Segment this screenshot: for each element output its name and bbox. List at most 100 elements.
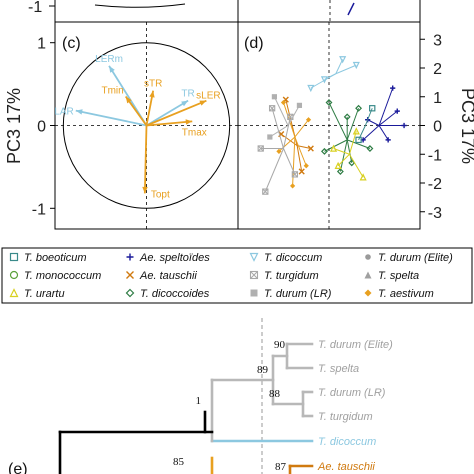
marker-diamond bbox=[125, 288, 135, 298]
spider-line bbox=[283, 116, 291, 149]
vector-label-sler: sLER bbox=[196, 91, 220, 102]
tree-tip-label: T. turgidum bbox=[318, 411, 373, 423]
vector-label-tmin: Tmin bbox=[101, 86, 123, 97]
legend-item: T. turgidum bbox=[249, 270, 319, 282]
vector-arrowhead bbox=[199, 100, 207, 106]
marker-cross bbox=[298, 168, 305, 175]
marker-tri-up-filled bbox=[364, 271, 372, 279]
vector-label-tmax: Tmax bbox=[182, 127, 207, 138]
spider-line bbox=[335, 64, 357, 75]
marker-diamond-filled bbox=[290, 183, 296, 189]
legend-label: T. turgidum bbox=[264, 270, 319, 282]
spider-line bbox=[346, 108, 360, 141]
spider-line bbox=[287, 105, 300, 126]
top-left-tick-label: -1 bbox=[28, 0, 42, 16]
marker-diamond bbox=[321, 147, 328, 155]
spider-line bbox=[294, 119, 309, 138]
legend-label: T. urartu bbox=[24, 288, 65, 300]
marker-square-filled bbox=[250, 289, 258, 297]
panel-c-unit-circle bbox=[62, 42, 231, 209]
marker-square-filled bbox=[271, 94, 277, 100]
panel-d-ytick-label: 1 bbox=[433, 90, 442, 107]
tree-tip-label: T. dicoccum bbox=[318, 436, 376, 448]
spider-line bbox=[271, 108, 284, 149]
marker-circle bbox=[9, 270, 19, 280]
marker-tri-down bbox=[307, 84, 315, 93]
spider-line bbox=[378, 125, 389, 141]
vector-tr bbox=[146, 99, 189, 127]
legend-label: T. dicoccum bbox=[264, 252, 322, 264]
legend-label: T. dicoccoides bbox=[140, 288, 210, 300]
series-boeoticum bbox=[355, 105, 376, 144]
vector-arrowhead bbox=[142, 186, 148, 194]
marker-boxed-x-cross bbox=[262, 188, 269, 195]
legend-item: T. durum (LR) bbox=[250, 288, 332, 300]
vector-label-tr: TR bbox=[181, 89, 194, 100]
marker-tri-up bbox=[9, 288, 19, 298]
spider-line bbox=[349, 153, 364, 178]
panel-d-points bbox=[257, 56, 407, 195]
legend-label: T. spelta bbox=[378, 270, 419, 282]
spider-line bbox=[264, 148, 284, 192]
bootstrap-value: 88 bbox=[269, 388, 281, 400]
spider-line bbox=[378, 87, 394, 126]
marker-diamond bbox=[343, 113, 351, 121]
vector-topt bbox=[143, 125, 148, 194]
spider-line bbox=[324, 139, 348, 152]
marker-cross bbox=[307, 145, 314, 152]
marker-boxed-x-cross bbox=[291, 171, 298, 178]
series-dicoccum bbox=[307, 56, 360, 93]
legend-item: Ae. speltoïdes bbox=[126, 252, 210, 264]
panel-c-axes: -1 0 1 bbox=[32, 22, 238, 229]
marker-boxed-x bbox=[262, 188, 269, 195]
spider-line bbox=[339, 139, 348, 172]
panel-d-scores: (d) -3 -2 -1 0 1 2 3 PC3 17% bbox=[237, 21, 474, 230]
legend-frame bbox=[1, 247, 473, 304]
marker-tri-down bbox=[352, 61, 360, 70]
marker-boxed-x-cross bbox=[250, 271, 258, 279]
spider-line bbox=[333, 148, 350, 155]
spider-line bbox=[335, 59, 344, 74]
top-panel-arc bbox=[94, 3, 186, 8]
panel-c-ytick-label: 1 bbox=[37, 36, 46, 53]
vector-arrowhead bbox=[109, 65, 115, 73]
spider-line bbox=[378, 110, 398, 126]
panel-c-vectors: LERm LAR Tmin sTR TR sLER Tmax Topt bbox=[54, 54, 220, 201]
marker-tri-down bbox=[339, 56, 347, 64]
marker-dot bbox=[365, 254, 371, 260]
marker-tri-up bbox=[352, 127, 360, 135]
marker-boxed-x-cross bbox=[257, 145, 264, 152]
marker-diamond-filled bbox=[276, 148, 282, 154]
spider-line bbox=[367, 119, 380, 126]
panel-c-ylabel: PC3 17% bbox=[4, 88, 24, 164]
panel-d-ytick-label: 3 bbox=[433, 32, 442, 49]
marker-diamond bbox=[355, 104, 363, 112]
spider-line bbox=[269, 125, 289, 138]
legend-item: Ae. tauschii bbox=[126, 270, 197, 282]
legend-item: T. urartu bbox=[9, 288, 65, 300]
spider-line bbox=[273, 96, 289, 126]
legend-item: T. monococcum bbox=[9, 270, 101, 282]
legend-label: T. boeoticum bbox=[24, 252, 87, 264]
legend-label: T. aestivum bbox=[378, 288, 434, 300]
vector-arrowhead bbox=[185, 119, 193, 125]
top-partial-panels: -1 bbox=[28, 0, 421, 23]
legend-item: T. dicoccoides bbox=[125, 288, 210, 300]
panel-d-axes: -3 -2 -1 0 1 2 3 bbox=[238, 22, 442, 229]
bootstrap-value: 89 bbox=[257, 364, 269, 376]
spider-line bbox=[283, 148, 296, 175]
tree-tip-label: T. durum (LR) bbox=[318, 387, 386, 399]
spider-line bbox=[362, 125, 380, 141]
marker-square-filled bbox=[296, 102, 303, 108]
marker-cross bbox=[126, 271, 134, 279]
panel-d-ytick-label: 2 bbox=[433, 61, 442, 78]
top-panel-arrow bbox=[347, 2, 355, 16]
vector-lar bbox=[75, 109, 147, 127]
series-turgidum bbox=[257, 105, 299, 195]
marker-boxed-x-cross bbox=[269, 105, 276, 112]
marker-boxed-x bbox=[268, 105, 276, 112]
marker-diamond-filled bbox=[305, 117, 312, 123]
bootstrap-value: 87 bbox=[275, 461, 287, 473]
legend-item: T. boeoticum bbox=[9, 252, 87, 264]
spider-line bbox=[346, 139, 353, 163]
